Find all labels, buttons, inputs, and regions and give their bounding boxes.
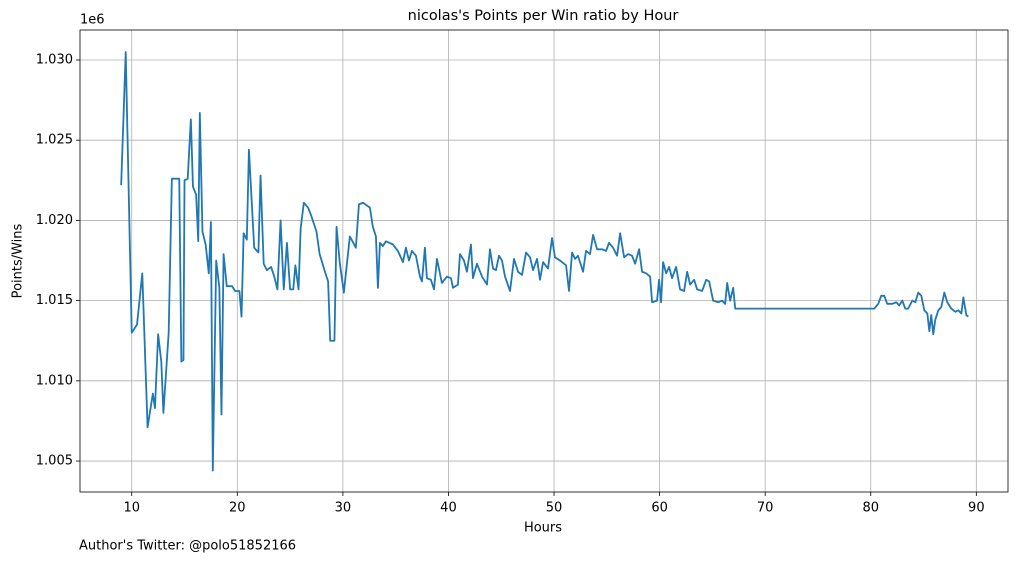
x-tick-label: 60 [651,501,668,516]
y-tick-label: 1.005 [36,454,73,469]
y-tick-label: 1.010 [36,373,73,388]
y-tick-label: 1.020 [36,213,73,228]
x-tick-label: 90 [968,501,985,516]
y-tick-label: 1.030 [36,52,73,67]
x-tick-label: 40 [440,501,457,516]
x-tick-label: 20 [229,501,246,516]
x-tick-label: 10 [123,501,140,516]
y-tick-label: 1.025 [36,133,73,148]
y-tick-label: 1.015 [36,293,73,308]
chart-title: nicolas's Points per Win ratio by Hour [408,8,679,24]
x-tick-label: 80 [862,501,879,516]
x-tick-label: 50 [546,501,563,516]
x-tick-label: 30 [335,501,352,516]
footer-note: Author's Twitter: @polo51852166 [79,539,296,554]
x-axis-label: Hours [524,521,562,536]
y-offset-label: 1e6 [80,13,105,28]
data-line [120,51,969,472]
x-tick-label: 70 [757,501,774,516]
plot-frame [79,29,1009,493]
y-axis-label: Points/Wins [11,223,26,298]
